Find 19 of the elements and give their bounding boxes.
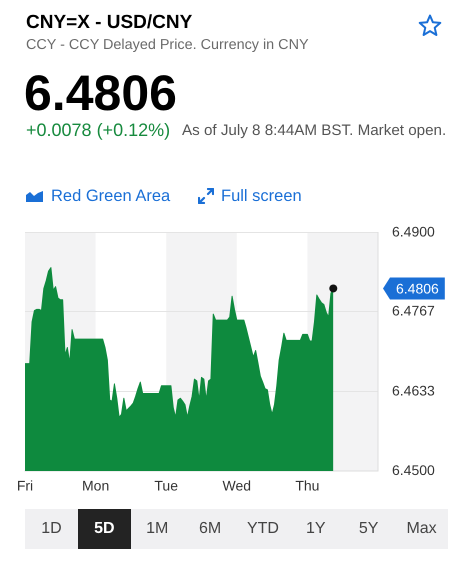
x-tick-label: Wed — [222, 477, 252, 494]
x-tick-label: Tue — [154, 477, 178, 494]
text: Red Green Area — [51, 186, 170, 206]
y-tick-label: 6.4767 — [392, 302, 436, 319]
chart-title: CNY=X - USD/CNY — [26, 11, 192, 35]
text: 6.4806 — [24, 65, 177, 121]
text: As of July 8 8:44AM BST. Market open. — [182, 121, 446, 140]
x-tick-label: Fri — [16, 477, 34, 494]
y-tick-label: 6.4633 — [392, 382, 436, 399]
x-tick-label: Mon — [82, 477, 110, 494]
range-button: 5D — [78, 509, 131, 549]
x-tick-label: Thu — [295, 477, 320, 494]
y-tick-label: 6.4900 — [392, 223, 436, 240]
y-tick-label: 6.4500 — [392, 462, 436, 478]
chart-subtitle: CCY - CCY Delayed Price. Currency in CNY — [26, 36, 309, 54]
range-selector: 1D 5D 1M 6M YTD 1Y 5Y Max — [25, 509, 448, 549]
text: +0.0078 (+0.12%) — [26, 120, 170, 141]
text: Full screen — [221, 186, 302, 206]
text: 6.4806 — [396, 280, 440, 296]
